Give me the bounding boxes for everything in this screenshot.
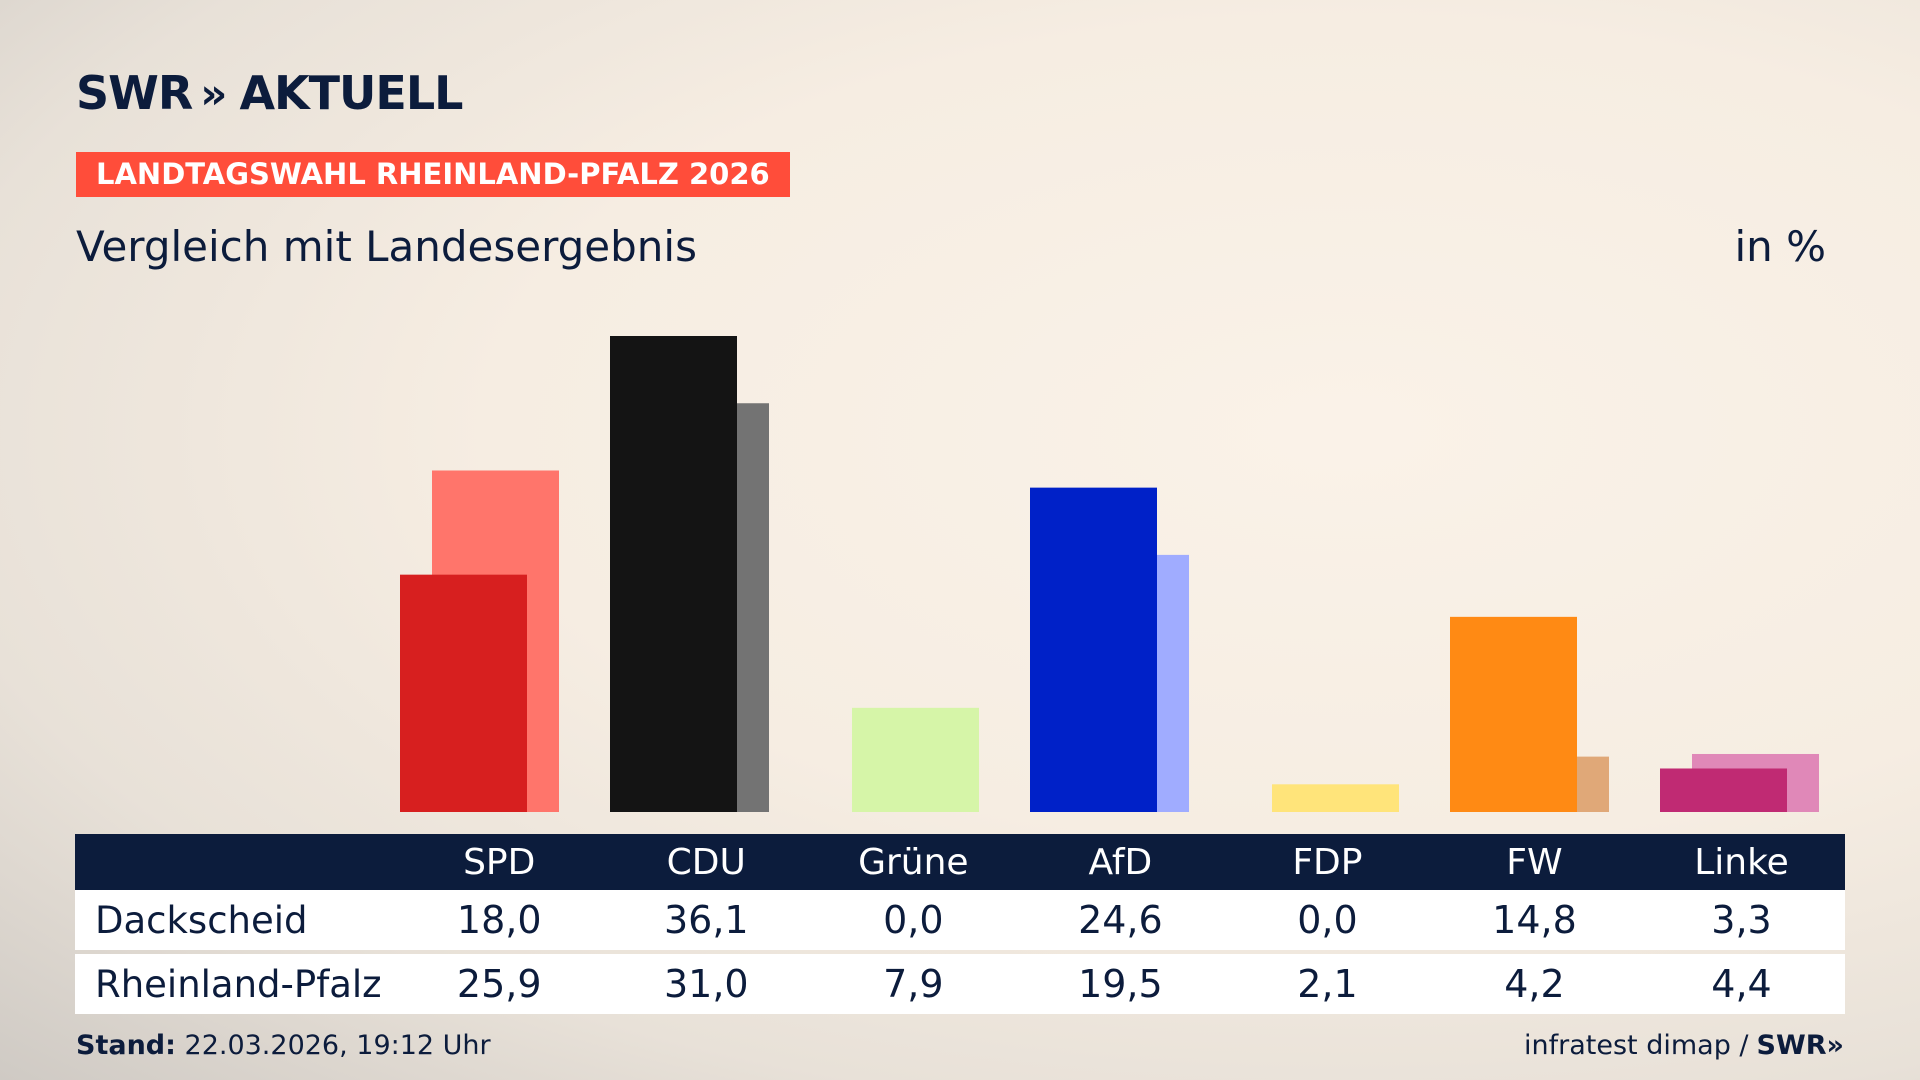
table-cell: 36,1 <box>663 898 749 942</box>
source-brand: SWR» <box>1756 1030 1844 1061</box>
bar-chart <box>400 336 1819 812</box>
table-cell: 24,6 <box>1078 898 1163 942</box>
header-linke: Linke <box>1694 841 1789 883</box>
table-cell: 0,0 <box>883 898 944 942</box>
table-cell: 18,0 <box>456 898 542 942</box>
chart-subtitle: Vergleich mit Landesergebnis <box>76 222 697 271</box>
logo-swr: SWR <box>76 66 193 120</box>
table-cell: 0,0 <box>1297 898 1358 942</box>
table-cell: 19,5 <box>1078 962 1163 1006</box>
header-afd: AfD <box>1088 841 1153 883</box>
header-fw: FW <box>1506 841 1563 883</box>
header-spd: SPD <box>463 841 536 883</box>
header-fdp: FDP <box>1292 841 1363 883</box>
swr-aktuell-logo: SWR » AKTUELL <box>76 66 463 120</box>
table-cell: 14,8 <box>1492 898 1577 942</box>
bar-linke-dackscheid <box>1660 768 1787 812</box>
bar-fw-dackscheid <box>1450 616 1577 812</box>
table-cell: 7,9 <box>883 962 944 1006</box>
results-table: SPD CDU Grüne AfD FDP FW Linke Dackschei… <box>75 834 1845 1014</box>
bar-fdp-rheinland-pfalz <box>1272 784 1399 812</box>
table-cell: 4,4 <box>1711 962 1772 1006</box>
stand-value: 22.03.2026, 19:12 Uhr <box>184 1030 491 1061</box>
header-gruene: Grüne <box>858 841 969 883</box>
source-text: infratest dimap / <box>1524 1030 1749 1061</box>
bar-gruene-rheinland-pfalz <box>852 707 979 812</box>
table-cell: 31,0 <box>663 962 749 1006</box>
table-cell: 25,9 <box>456 962 542 1006</box>
table-row: Rheinland-Pfalz 25,9 31,0 7,9 19,5 2,1 4… <box>75 954 1845 1014</box>
bar-afd-dackscheid <box>1030 487 1157 812</box>
table-cell: 4,2 <box>1504 962 1565 1006</box>
row-label: Rheinland-Pfalz <box>95 962 382 1006</box>
chart-unit: in % <box>1734 222 1826 271</box>
timestamp: Stand: 22.03.2026, 19:12 Uhr <box>76 1030 491 1061</box>
logo-aktuell: AKTUELL <box>239 66 463 120</box>
row-label: Dackscheid <box>95 898 308 942</box>
bar-spd-dackscheid <box>400 574 527 812</box>
table-row: Dackscheid 18,0 36,1 0,0 24,6 0,0 14,8 3… <box>75 890 1845 950</box>
table-header: SPD CDU Grüne AfD FDP FW Linke <box>75 834 1845 890</box>
header-cdu: CDU <box>666 841 746 883</box>
table-cell: 3,3 <box>1711 898 1772 942</box>
source-credit: infratest dimap / SWR» <box>1524 1030 1844 1061</box>
election-kicker: LANDTAGSWAHL RHEINLAND-PFALZ 2026 <box>76 152 790 197</box>
stand-label: Stand: <box>76 1030 176 1061</box>
table-cell: 2,1 <box>1297 962 1358 1006</box>
bar-cdu-dackscheid <box>610 336 737 812</box>
